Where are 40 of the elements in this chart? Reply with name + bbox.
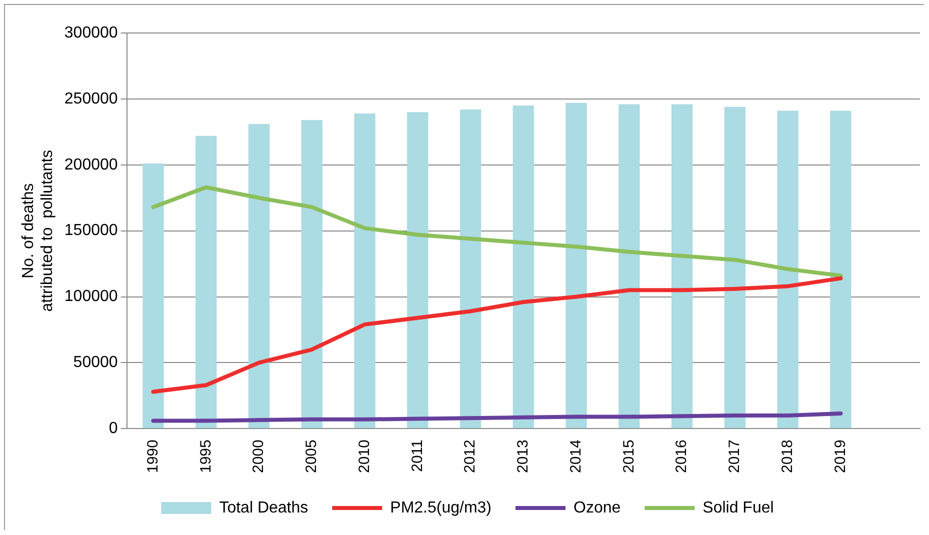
x-tick-label: 2000 — [250, 440, 268, 474]
bar — [407, 112, 428, 428]
x-tick-label: 2011 — [408, 440, 426, 472]
legend-label: Total Deaths — [219, 499, 308, 516]
y-tick-label: 200000 — [64, 156, 118, 174]
x-tick-label: 2014 — [567, 440, 584, 474]
bar — [248, 124, 270, 428]
bar — [830, 110, 852, 428]
x-tick-label: 2019 — [832, 440, 849, 474]
x-tick-label: 2012 — [462, 440, 479, 474]
x-tick-label: 1990 — [144, 440, 162, 474]
x-tick-label: 2015 — [620, 440, 638, 474]
bar — [512, 106, 534, 428]
bar — [354, 113, 376, 428]
x-tick-label: 2016 — [673, 440, 690, 474]
y-tick-label: 50000 — [73, 354, 118, 372]
y-tick-label: 250000 — [64, 90, 118, 108]
bar — [142, 164, 164, 428]
y-tick-label: 150000 — [64, 222, 118, 240]
legend-label: PM2.5(ug/m3) — [390, 499, 492, 516]
bar — [301, 120, 322, 428]
bar — [460, 109, 482, 428]
bar — [777, 110, 798, 428]
y-tick-label: 100000 — [64, 288, 118, 306]
bar — [196, 136, 217, 428]
bar — [671, 104, 693, 428]
bar — [618, 104, 640, 428]
x-tick-label: 1995 — [197, 440, 214, 474]
x-tick-label: 2018 — [778, 440, 796, 474]
x-tick-label: 2017 — [726, 440, 744, 474]
y-tick-label: 300000 — [64, 24, 118, 42]
x-tick-label: 2013 — [514, 440, 532, 474]
bar — [724, 106, 746, 428]
bar — [566, 102, 587, 428]
y-axis-title: No. of deaths attributed to pollutants — [20, 150, 56, 312]
y-tick-label: 0 — [108, 420, 118, 438]
x-tick-label: 2010 — [356, 440, 373, 474]
legend-label: Ozone — [574, 499, 621, 516]
x-tick-label: 2005 — [303, 440, 320, 474]
legend-label: Solid Fuel — [702, 499, 774, 516]
